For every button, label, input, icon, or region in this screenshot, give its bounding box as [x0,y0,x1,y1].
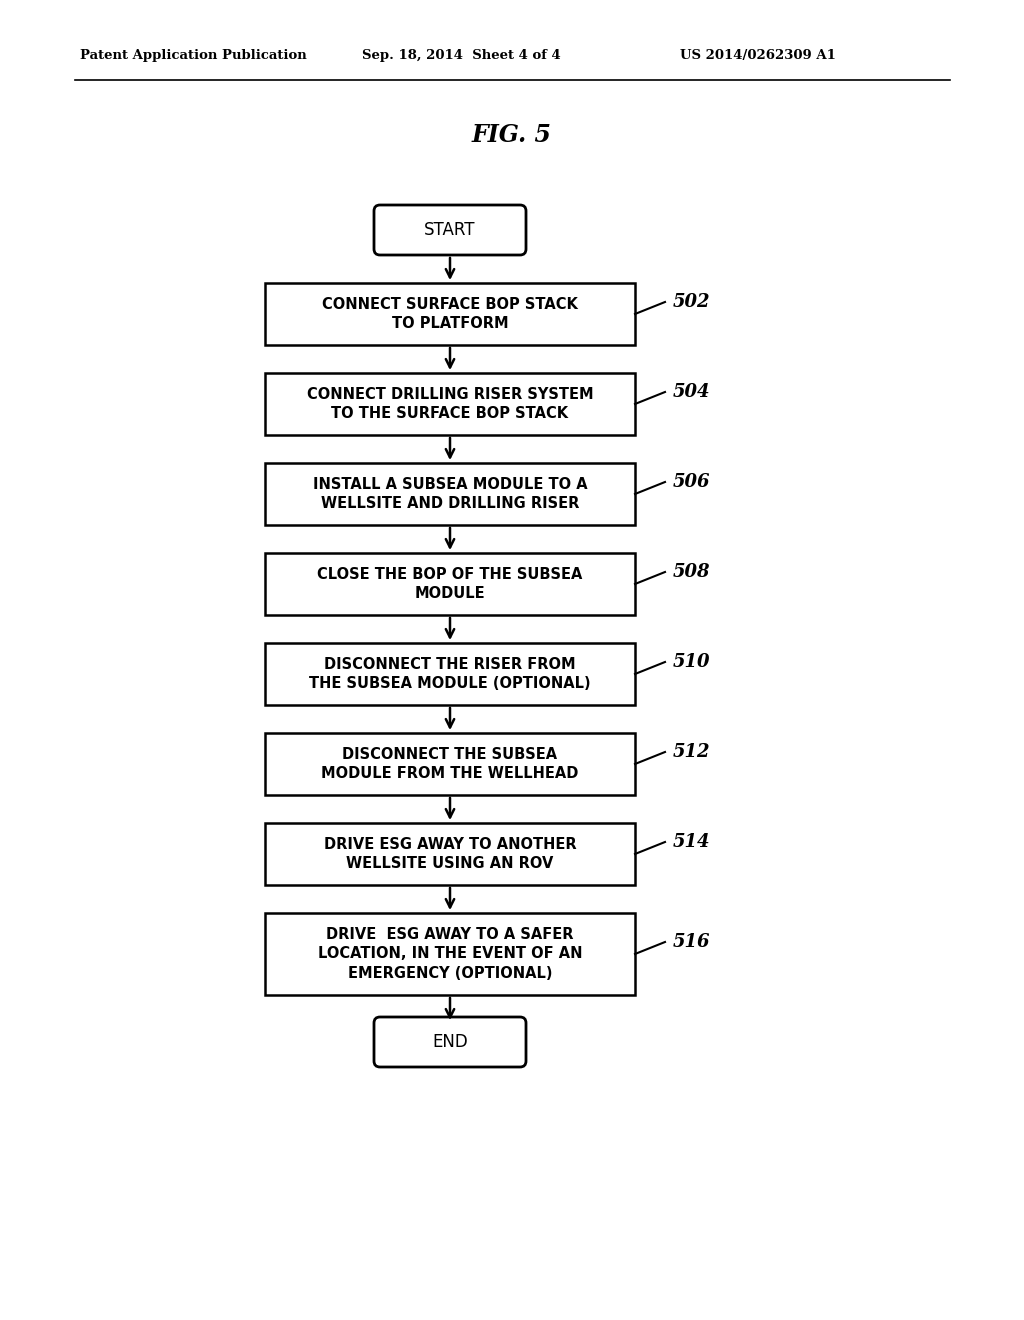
FancyBboxPatch shape [265,282,635,345]
FancyBboxPatch shape [265,463,635,525]
Text: 504: 504 [673,383,711,401]
Text: FIG. 5: FIG. 5 [472,123,552,147]
Text: CONNECT SURFACE BOP STACK
TO PLATFORM: CONNECT SURFACE BOP STACK TO PLATFORM [323,297,578,331]
Text: Sep. 18, 2014  Sheet 4 of 4: Sep. 18, 2014 Sheet 4 of 4 [362,49,561,62]
Text: CONNECT DRILLING RISER SYSTEM
TO THE SURFACE BOP STACK: CONNECT DRILLING RISER SYSTEM TO THE SUR… [306,387,593,421]
Text: 516: 516 [673,933,711,950]
Text: END: END [432,1034,468,1051]
FancyBboxPatch shape [374,205,526,255]
Text: DISCONNECT THE RISER FROM
THE SUBSEA MODULE (OPTIONAL): DISCONNECT THE RISER FROM THE SUBSEA MOD… [309,656,591,692]
Text: US 2014/0262309 A1: US 2014/0262309 A1 [680,49,836,62]
Text: 512: 512 [673,743,711,762]
FancyBboxPatch shape [265,643,635,705]
Text: DRIVE  ESG AWAY TO A SAFER
LOCATION, IN THE EVENT OF AN
EMERGENCY (OPTIONAL): DRIVE ESG AWAY TO A SAFER LOCATION, IN T… [317,927,583,981]
FancyBboxPatch shape [265,733,635,795]
Text: 508: 508 [673,564,711,581]
Text: 506: 506 [673,473,711,491]
Text: Patent Application Publication: Patent Application Publication [80,49,307,62]
Text: 502: 502 [673,293,711,312]
Text: INSTALL A SUBSEA MODULE TO A
WELLSITE AND DRILLING RISER: INSTALL A SUBSEA MODULE TO A WELLSITE AN… [312,477,588,511]
FancyBboxPatch shape [374,1016,526,1067]
Text: START: START [424,220,476,239]
FancyBboxPatch shape [265,913,635,995]
Text: 510: 510 [673,653,711,671]
Text: CLOSE THE BOP OF THE SUBSEA
MODULE: CLOSE THE BOP OF THE SUBSEA MODULE [317,566,583,602]
Text: 514: 514 [673,833,711,851]
FancyBboxPatch shape [265,553,635,615]
FancyBboxPatch shape [265,374,635,436]
FancyBboxPatch shape [265,822,635,884]
Text: DRIVE ESG AWAY TO ANOTHER
WELLSITE USING AN ROV: DRIVE ESG AWAY TO ANOTHER WELLSITE USING… [324,837,577,871]
Text: DISCONNECT THE SUBSEA
MODULE FROM THE WELLHEAD: DISCONNECT THE SUBSEA MODULE FROM THE WE… [322,747,579,781]
